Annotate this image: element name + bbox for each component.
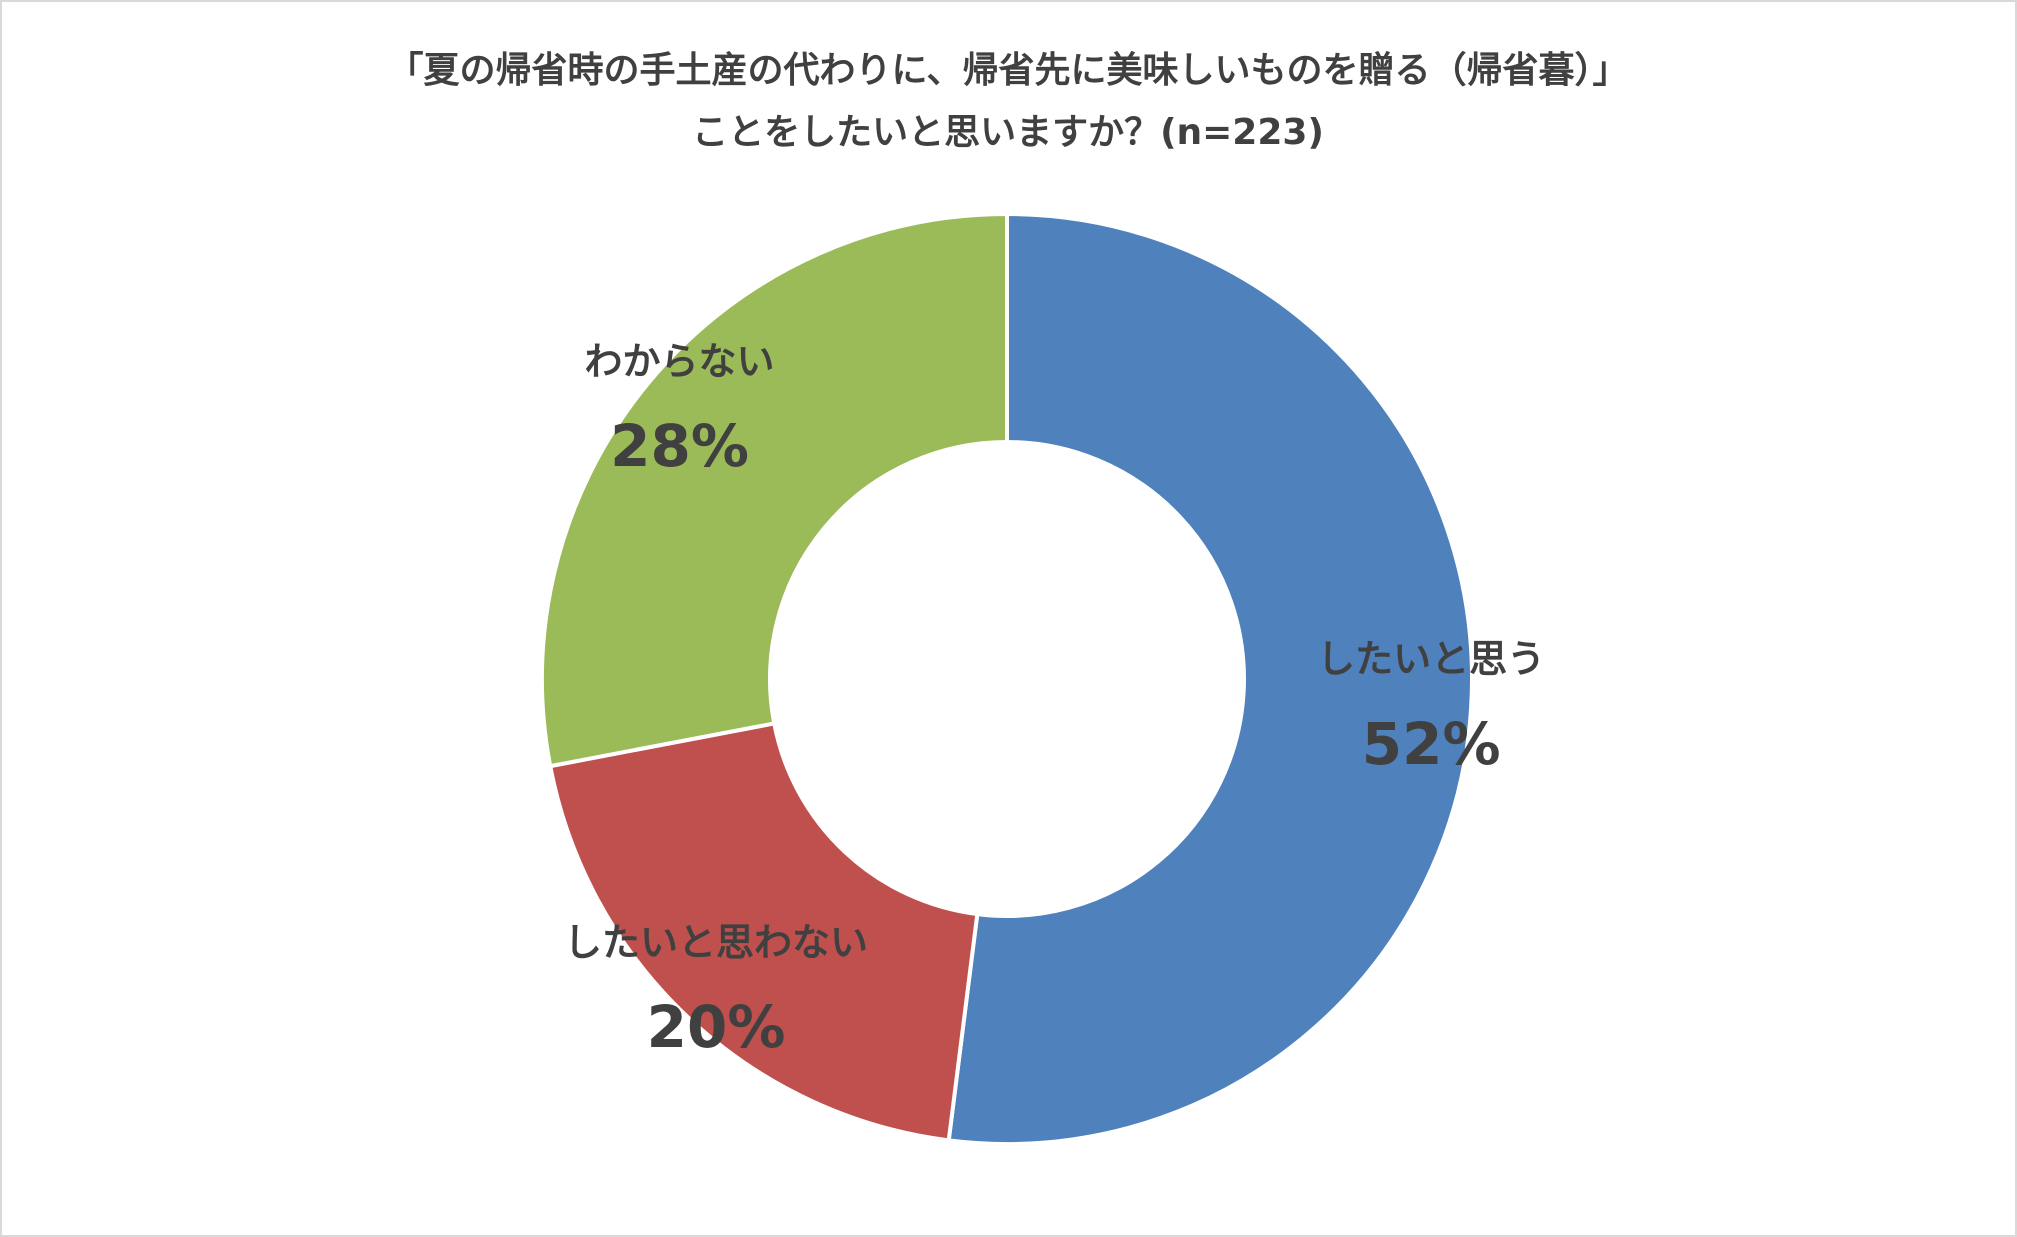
chart-title: 「夏の帰省時の手土産の代わりに、帰省先に美味しいものを贈る（帰省暮）」: [388, 50, 1629, 91]
slice-category-label: わからない: [585, 340, 775, 384]
donut-slice: [540, 211, 1009, 769]
slice-value-label: 52%: [1362, 710, 1501, 778]
slice-value-label: 20%: [647, 993, 786, 1061]
donut-slice: [946, 211, 1475, 1146]
slice-value-label: 28%: [610, 412, 749, 480]
slice-category-label: したいと思う: [1317, 637, 1545, 681]
donut-slice: [547, 721, 980, 1143]
slice-category-label: したいと思わない: [564, 920, 868, 964]
chart-title: ことをしたいと思いますか？(n=223): [692, 112, 1324, 153]
